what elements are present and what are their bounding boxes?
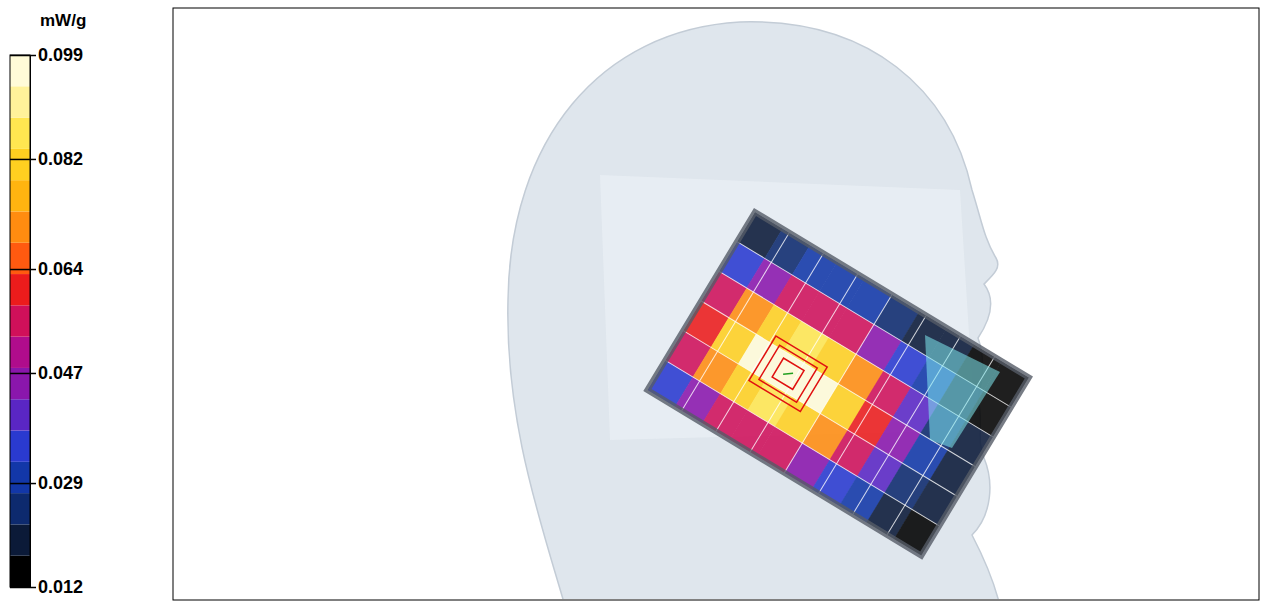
colorbar-title: mW/g xyxy=(40,11,86,30)
colorbar-band xyxy=(10,86,30,117)
sar-cells xyxy=(647,212,1028,556)
zoom-cube-edge xyxy=(759,345,817,402)
sar-scan xyxy=(647,212,1029,556)
tick: 0.082 xyxy=(10,149,83,169)
tick: 0.029 xyxy=(10,473,83,493)
colorbar-band xyxy=(10,524,30,555)
colorbar-band xyxy=(10,118,30,149)
tick-label: 0.012 xyxy=(38,577,83,597)
scan-frame xyxy=(647,212,1028,556)
tick-mark xyxy=(10,373,36,375)
colorbar-band xyxy=(10,431,30,462)
tick-mark xyxy=(10,587,36,589)
colorbar-band xyxy=(10,149,30,180)
colorbar-band xyxy=(10,305,30,336)
head-phantom xyxy=(508,22,1000,599)
zoom-cube-edge xyxy=(749,336,827,412)
scan-grid-line xyxy=(683,331,957,497)
colorbar-band xyxy=(10,274,30,305)
scan-grid-line xyxy=(665,360,939,526)
scene xyxy=(508,22,1029,599)
colorbar-band xyxy=(10,55,30,86)
tick-mark xyxy=(10,159,36,161)
tick: 0.012 xyxy=(10,577,83,597)
tick-mark xyxy=(10,55,36,57)
colorbar-frame xyxy=(10,55,30,587)
tick: 0.099 xyxy=(10,45,83,65)
tick-label: 0.064 xyxy=(38,259,83,279)
colorbar-band xyxy=(10,337,30,368)
colorbar-band xyxy=(10,180,30,211)
colorbar-axis-line xyxy=(31,56,37,588)
colorbar-axis: 0.012 0.029 0.047 0.064 0.082 0.099 xyxy=(10,45,83,597)
probe-marker xyxy=(783,369,793,378)
colorbar-band xyxy=(10,556,30,587)
tick-mark xyxy=(10,269,36,271)
tick-label: 0.082 xyxy=(38,149,83,169)
tick-mark xyxy=(10,483,36,485)
scan-grid xyxy=(647,212,1028,556)
tick: 0.064 xyxy=(10,259,83,279)
zoom-cube xyxy=(749,336,827,412)
zoom-cube-edge xyxy=(772,358,804,389)
tick-label: 0.047 xyxy=(38,363,83,383)
tick-label: 0.029 xyxy=(38,473,83,493)
colorbar-band xyxy=(10,462,30,493)
colorbar-band xyxy=(10,399,30,430)
colorbar-band xyxy=(10,368,30,399)
figure: 0.012 0.029 0.047 0.064 0.082 0.099 mW/g xyxy=(0,0,1262,606)
tick-label: 0.099 xyxy=(38,45,83,65)
colorbar-band xyxy=(10,493,30,524)
device-plane xyxy=(925,335,1000,448)
colorbar: 0.012 0.029 0.047 0.064 0.082 0.099 xyxy=(10,45,83,597)
colorbar-band xyxy=(10,211,30,242)
tick: 0.047 xyxy=(10,363,83,383)
